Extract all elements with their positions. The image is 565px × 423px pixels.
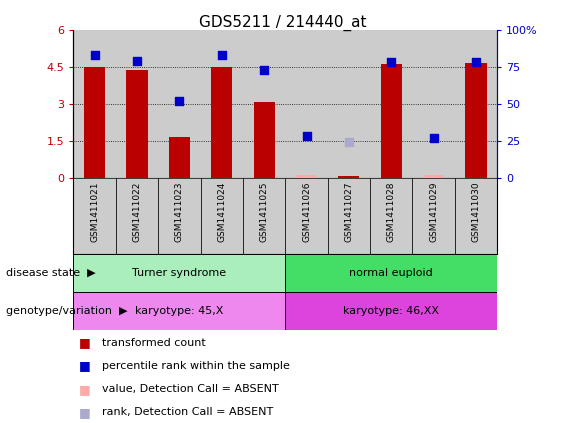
Point <box>90 51 99 58</box>
Bar <box>84 67 105 178</box>
Text: Turner syndrome: Turner syndrome <box>132 268 227 278</box>
Bar <box>285 178 328 254</box>
Text: GSM1411026: GSM1411026 <box>302 181 311 242</box>
Text: ■: ■ <box>79 360 91 372</box>
Bar <box>73 254 285 292</box>
Text: GSM1411027: GSM1411027 <box>345 181 353 242</box>
Bar <box>455 178 497 254</box>
Bar <box>466 63 486 178</box>
Bar <box>338 176 359 178</box>
Text: rank, Detection Call = ABSENT: rank, Detection Call = ABSENT <box>102 407 273 418</box>
Text: GSM1411021: GSM1411021 <box>90 181 99 242</box>
Text: normal euploid: normal euploid <box>349 268 433 278</box>
Bar <box>201 178 243 254</box>
Bar <box>254 102 275 178</box>
Bar <box>412 178 455 254</box>
Text: GSM1411024: GSM1411024 <box>218 181 226 242</box>
Text: GDS5211 / 214440_at: GDS5211 / 214440_at <box>199 15 366 31</box>
Text: disease state  ▶: disease state ▶ <box>6 268 95 278</box>
Text: GSM1411030: GSM1411030 <box>472 181 480 242</box>
Text: karyotype: 45,X: karyotype: 45,X <box>135 306 224 316</box>
Text: GSM1411022: GSM1411022 <box>133 181 141 242</box>
Bar <box>73 178 116 254</box>
Bar <box>158 178 201 254</box>
Point <box>344 139 354 146</box>
Text: transformed count: transformed count <box>102 338 206 348</box>
Bar <box>211 67 232 178</box>
Bar <box>73 292 285 330</box>
Point <box>302 133 311 140</box>
Text: GSM1411029: GSM1411029 <box>429 181 438 242</box>
Text: percentile rank within the sample: percentile rank within the sample <box>102 361 290 371</box>
Bar <box>370 178 412 254</box>
Text: ■: ■ <box>79 406 91 419</box>
Bar <box>169 137 190 178</box>
Bar <box>285 254 497 292</box>
Bar <box>423 175 444 178</box>
Bar <box>285 292 497 330</box>
Text: GSM1411025: GSM1411025 <box>260 181 268 242</box>
Point <box>132 57 141 64</box>
Text: GSM1411028: GSM1411028 <box>387 181 396 242</box>
Text: genotype/variation  ▶: genotype/variation ▶ <box>6 306 127 316</box>
Bar <box>381 64 402 178</box>
Bar <box>296 175 317 178</box>
Bar <box>243 178 285 254</box>
Bar <box>116 178 158 254</box>
Point <box>217 51 226 58</box>
Point <box>386 59 396 66</box>
Text: ■: ■ <box>79 336 91 349</box>
Text: karyotype: 46,XX: karyotype: 46,XX <box>344 306 439 316</box>
Text: value, Detection Call = ABSENT: value, Detection Call = ABSENT <box>102 384 279 394</box>
Bar <box>127 70 147 178</box>
Point <box>175 97 184 104</box>
Point <box>259 66 269 73</box>
Bar <box>328 178 370 254</box>
Point <box>471 59 480 66</box>
Point <box>429 134 438 141</box>
Text: ■: ■ <box>79 383 91 396</box>
Text: GSM1411023: GSM1411023 <box>175 181 184 242</box>
